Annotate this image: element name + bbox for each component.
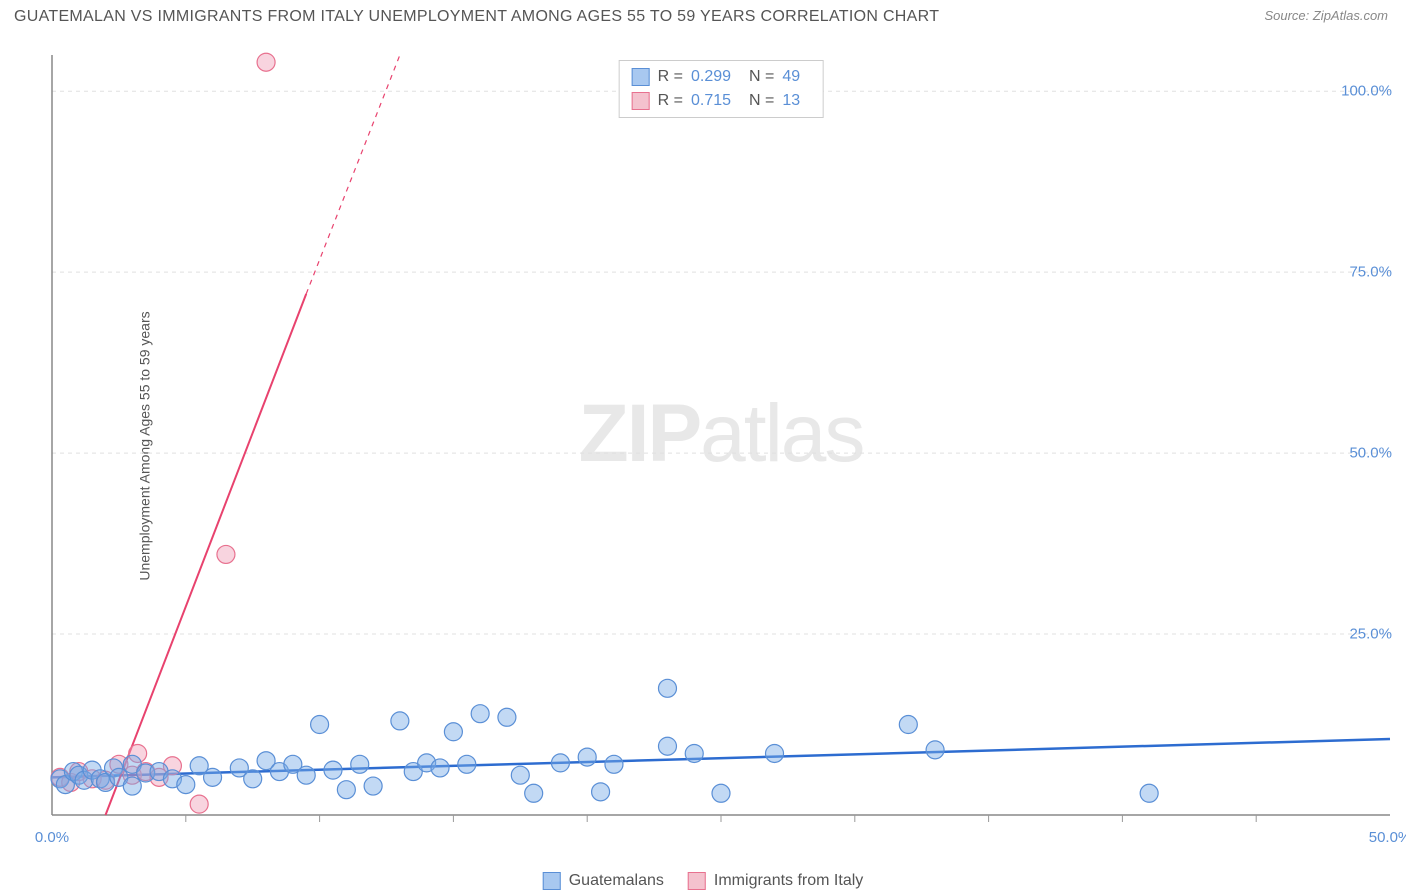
legend-swatch bbox=[543, 872, 561, 890]
legend-swatch bbox=[688, 872, 706, 890]
stats-box: R = 0.299 N = 49 R = 0.715 N = 13 bbox=[619, 60, 824, 118]
y-tick-label: 100.0% bbox=[1341, 83, 1392, 100]
legend-swatch bbox=[632, 68, 650, 86]
stat-r-label: R = bbox=[658, 65, 683, 89]
y-tick-label: 75.0% bbox=[1349, 264, 1392, 281]
bottom-legend: Guatemalans Immigrants from Italy bbox=[543, 872, 864, 890]
legend-label: Guatemalans bbox=[569, 872, 664, 890]
stat-n-label: N = bbox=[749, 89, 774, 113]
stats-row: R = 0.715 N = 13 bbox=[632, 89, 811, 113]
legend-swatch bbox=[632, 92, 650, 110]
stats-row: R = 0.299 N = 49 bbox=[632, 65, 811, 89]
stat-r-label: R = bbox=[658, 89, 683, 113]
stat-n-value: 13 bbox=[782, 89, 810, 113]
stat-n-value: 49 bbox=[782, 65, 810, 89]
chart-title: GUATEMALAN VS IMMIGRANTS FROM ITALY UNEM… bbox=[14, 8, 939, 26]
legend-label: Immigrants from Italy bbox=[714, 872, 863, 890]
y-tick-label: 50.0% bbox=[1349, 445, 1392, 462]
legend-item: Guatemalans bbox=[543, 872, 664, 890]
stat-r-value: 0.299 bbox=[691, 65, 741, 89]
source-label: Source: ZipAtlas.com bbox=[1264, 8, 1388, 23]
stat-r-value: 0.715 bbox=[691, 89, 741, 113]
y-tick-label: 25.0% bbox=[1349, 626, 1392, 643]
x-tick-label: 0.0% bbox=[35, 829, 69, 846]
legend-item: Immigrants from Italy bbox=[688, 872, 863, 890]
x-tick-label: 50.0% bbox=[1369, 829, 1406, 846]
stat-n-label: N = bbox=[749, 65, 774, 89]
chart-area: ZIPatlas R =0.299N =49R =0.715N =13 25.0… bbox=[52, 55, 1390, 845]
plot-svg bbox=[52, 55, 1390, 845]
